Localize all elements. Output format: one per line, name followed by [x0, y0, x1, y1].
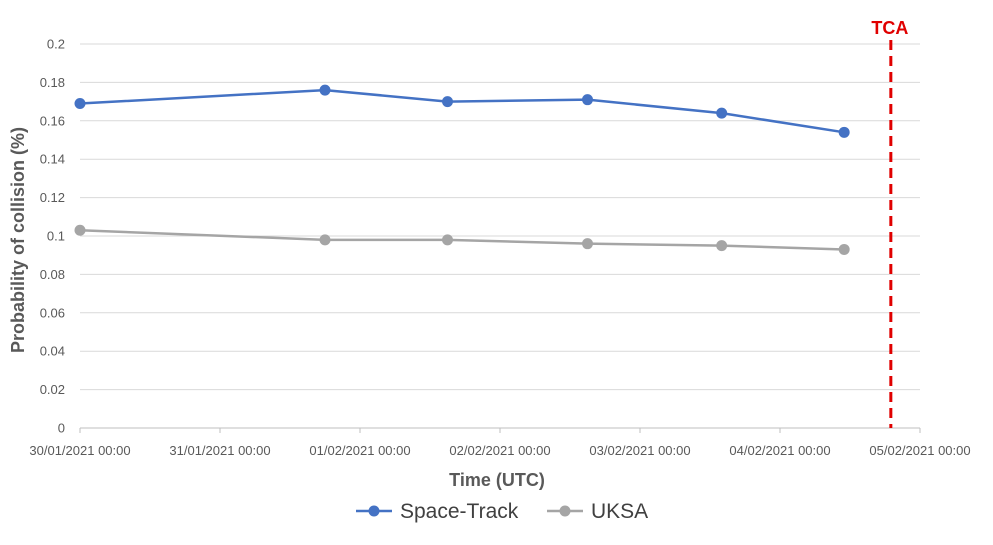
y-tick-label: 0.16 [40, 113, 65, 128]
data-point [716, 240, 728, 252]
data-point [319, 234, 331, 246]
tca-label: TCA [871, 18, 908, 38]
series-line-space-track [79, 88, 845, 134]
y-tick-label: 0.06 [40, 305, 65, 320]
y-tick-label: 0.04 [40, 344, 65, 359]
data-point [74, 98, 86, 110]
x-tick-label: 30/01/2021 00:00 [29, 443, 130, 458]
y-tick-label: 0.2 [47, 37, 65, 52]
y-tick-label: 0.18 [40, 75, 65, 90]
data-point [319, 84, 331, 96]
data-point [716, 107, 728, 119]
data-point [582, 238, 593, 250]
y-tick-label: 0.02 [40, 382, 65, 397]
data-point [74, 224, 86, 236]
legend-label: Space-Track [400, 500, 519, 523]
x-tick-label: 03/02/2021 00:00 [589, 443, 690, 458]
legend-marker [559, 505, 571, 517]
data-point [442, 96, 453, 108]
x-tick-label: 04/02/2021 00:00 [729, 443, 830, 458]
y-axis-title: Probability of collision (%) [8, 127, 28, 353]
data-point [442, 234, 453, 246]
y-tick-label: 0 [58, 421, 65, 436]
legend-label: UKSA [591, 500, 648, 523]
annotation-layer: TCA [871, 18, 908, 428]
axis-layer: 0 0.02 0.04 0.06 0.08 0.1 0.12 0.14 0.16 0.18 0.2 3… [29, 37, 970, 459]
y-tick-label: 0.12 [40, 190, 65, 205]
series-layer [74, 84, 850, 255]
x-axis-title: Time (UTC) [449, 470, 545, 490]
data-point [838, 126, 850, 138]
y-tick-label: 0.1 [47, 229, 65, 244]
data-point [582, 94, 593, 106]
legend: Space-Track UKSA [356, 500, 648, 523]
x-tick-label: 02/02/2021 00:00 [449, 443, 550, 458]
x-tick-label: 31/01/2021 00:00 [169, 443, 270, 458]
x-tick-label: 05/02/2021 00:00 [869, 443, 970, 458]
x-tick-label: 01/02/2021 00:00 [309, 443, 410, 458]
y-tick-label: 0.14 [40, 152, 65, 167]
legend-marker [368, 505, 380, 517]
series-line-uksa [79, 228, 845, 251]
y-tick-label: 0.08 [40, 267, 65, 282]
data-point [838, 243, 850, 255]
